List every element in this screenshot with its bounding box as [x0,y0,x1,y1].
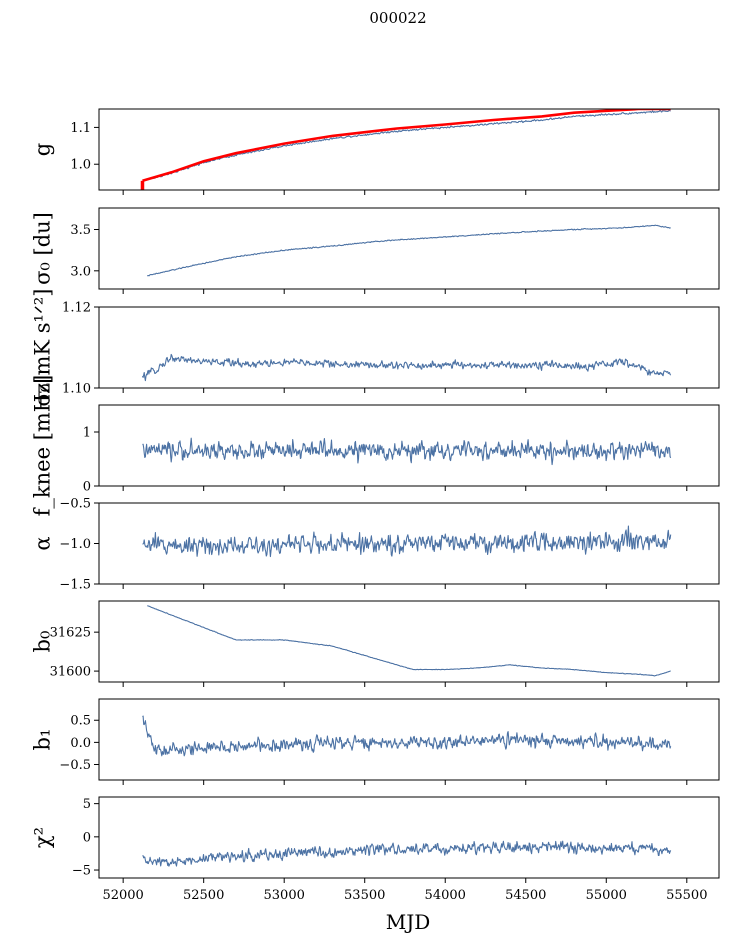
y-axis-label-fknee: f_knee [mHz] [31,375,55,517]
series-line-alpha [142,525,672,558]
axes-frame-g [98,108,720,191]
y-tick-label-alpha: −1.5 [59,578,91,593]
y-tick-label-g: 1.0 [70,158,91,173]
y-tick-label-b0: 31600 [50,665,91,680]
x-tick-label: 55000 [586,888,627,903]
y-tick-label-sigma0-du: 3.5 [70,223,91,238]
y-axis-label-b1: b₁ [31,729,55,751]
axes-frame-b0 [98,600,720,683]
series-line-fknee [142,437,672,466]
series-line-b1 [142,715,672,757]
figure-title: 000022 [369,9,426,27]
panel-alpha: −1.5 −1.0 −0.5 α [31,497,720,593]
series-line-b0 [147,605,671,677]
y-axis-label-b0: b₀ [31,631,55,653]
y-tick-label-alpha: −0.5 [59,497,91,512]
x-tick-label: 53000 [264,888,305,903]
y-axis-label-sigma0-du: σ₀ [du] [31,212,55,285]
y-axis-label-g: g [31,143,55,156]
series-line-sigma0-mk [141,353,672,382]
y-tick-label-chi2: −5 [72,864,91,879]
x-tick-label: 52000 [102,888,143,903]
axes-frame-sigma0-mk [98,306,720,389]
axes-frame-b1 [98,698,720,781]
y-tick-label-fknee: 0 [83,480,91,495]
y-tick-label-g: 1.1 [70,121,91,136]
x-axis-label: MJD [386,910,431,934]
x-tick-label: 52500 [183,888,224,903]
axes-frame-chi2 [98,796,720,879]
panel-g: 1.0 1.1 g [31,108,720,195]
x-tick-label: 53500 [344,888,385,903]
axes-frame-sigma0-du [98,207,720,290]
panel-chi2: −5 0 5 52000 52500 53000 53500 54000 54500 55000 5… [31,796,720,903]
x-tick-label: 54000 [425,888,466,903]
y-axis-label-sigma0-mk: σ₀[mK s¹ᐟ²] [31,289,55,407]
model-line-g [142,109,671,183]
series-line-g [142,109,671,182]
axes-frame-fknee [98,404,720,487]
x-tick-label: 54500 [505,888,546,903]
panel-fknee: 0 1 f_knee [mHz] [31,375,720,517]
y-axis-label-alpha: α [31,536,55,550]
y-tick-label-b1: 0.0 [70,736,91,751]
panel-sigma0-du: 3.0 3.5 σ₀ [du] [31,207,720,294]
y-axis-label-chi2: χ² [31,827,55,848]
y-tick-label-sigma0-mk: 1.10 [62,382,91,397]
series-line-sigma0-du [146,224,671,277]
y-tick-label-sigma0-du: 3.0 [70,264,91,279]
y-tick-label-fknee: 1 [83,426,91,441]
y-tick-label-chi2: 0 [83,830,91,845]
y-tick-label-sigma0-mk: 1.12 [62,301,91,316]
y-tick-label-alpha: −1.0 [59,537,91,552]
y-tick-label-b1: −0.5 [59,758,91,773]
x-tick-label: 55500 [666,888,707,903]
y-tick-label-chi2: 5 [83,797,91,812]
series-line-chi2 [142,840,672,867]
panel-sigma0-mk: 1.10 1.12 σ₀[mK s¹ᐟ²] [31,289,720,407]
y-tick-label-b0: 31625 [50,626,91,641]
panel-b1: −0.5 0.0 0.5 b₁ [31,698,720,785]
y-tick-label-b1: 0.5 [70,714,91,729]
